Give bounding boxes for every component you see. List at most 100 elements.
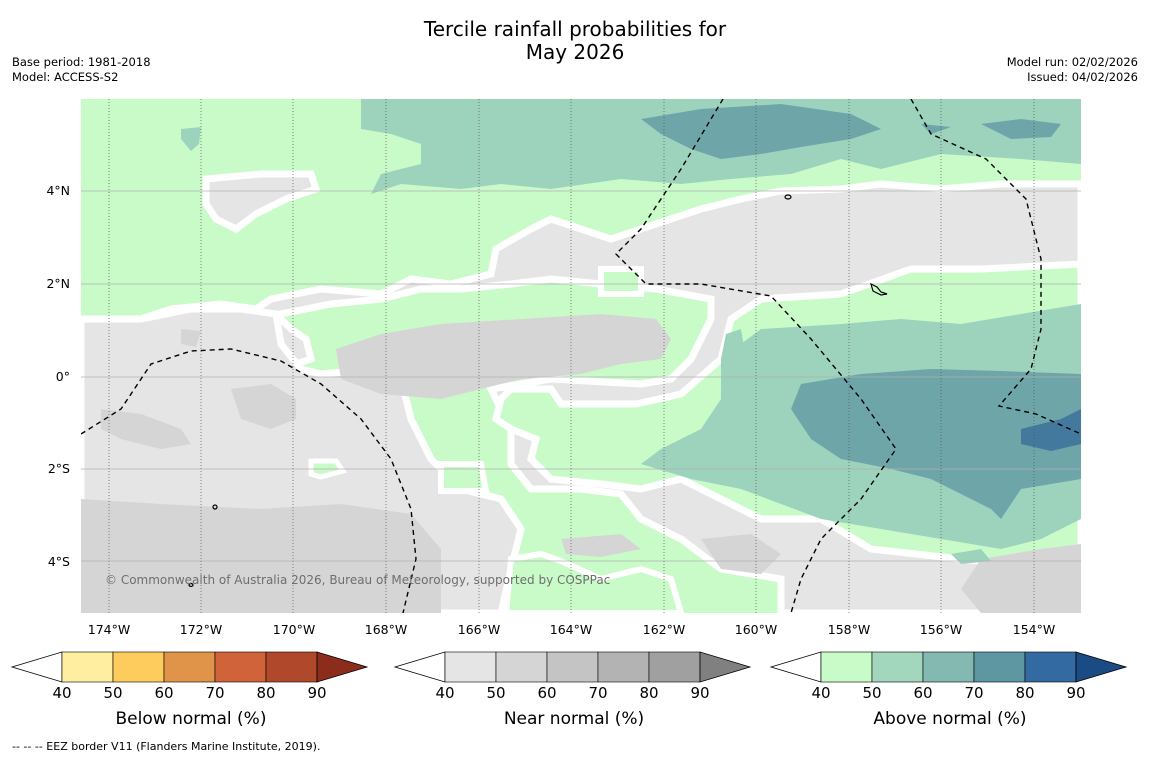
colorbar-below-title: Below normal (%) [115, 709, 267, 729]
colorbar-above-tick-80: 80 [1015, 684, 1035, 702]
above-normal-60-north [641, 104, 881, 159]
above-normal-60-east [791, 369, 1081, 519]
colorbar-above-over [1075, 651, 1128, 683]
island-4 [188, 582, 194, 588]
colorbar-above-segment-40 [820, 651, 873, 683]
colorbar-above-segment-60 [922, 651, 975, 683]
lat-label-4n: 4°N [46, 183, 70, 198]
lon-label-170w: 170°W [272, 622, 316, 637]
eez-borders [81, 99, 1081, 613]
copyright-notice: © Commonwealth of Australia 2026, Bureau… [105, 573, 611, 587]
above-normal-sw-patch [502, 550, 685, 613]
colorbar-above-normal [769, 651, 1128, 683]
colorbar-below-tick-90: 90 [307, 684, 327, 702]
colorbar-near-normal [393, 651, 752, 683]
lon-label-162w: 162°W [642, 622, 686, 637]
eez-border-east [910, 99, 1081, 435]
colorbar-below-segment-40 [61, 651, 114, 683]
lat-label-2s: 2°S [47, 461, 70, 476]
colorbar-near-segment-50 [495, 651, 548, 683]
colorbar-near-under [393, 651, 446, 683]
model-run: Model run: 02/02/2026 [1006, 55, 1138, 69]
near-normal-50-blob-6 [561, 534, 641, 557]
colorbar-above-under [769, 651, 822, 683]
colorbar-below-tick-40: 40 [52, 684, 72, 702]
lon-label-168w: 168°W [364, 622, 408, 637]
colorbar-above-tick-40: 40 [811, 684, 831, 702]
title-line-1: Tercile rainfall probabilities for [423, 17, 727, 41]
above-normal-patch-2n [598, 266, 644, 297]
colorbar-near-tick-80: 80 [639, 684, 659, 702]
above-normal-60-ne [981, 119, 1061, 139]
island-3 [212, 504, 218, 510]
near-normal-50-blob-3 [101, 409, 191, 449]
lat-label-2n: 2°N [46, 276, 70, 291]
colorbar-near-tick-40: 40 [435, 684, 455, 702]
near-normal-50-blob-4 [181, 329, 201, 347]
colorbar-below-tick-80: 80 [256, 684, 276, 702]
lon-label-172w: 172°W [179, 622, 223, 637]
island-1 [784, 194, 792, 200]
colorbar-below-segment-60 [163, 651, 216, 683]
lon-label-166w: 166°W [457, 622, 501, 637]
colorbar-below-tick-60: 60 [154, 684, 174, 702]
colorbar-above-tick-50: 50 [862, 684, 882, 702]
colorbar-below-segment-80 [265, 651, 318, 683]
colorbar-below-tick-50: 50 [103, 684, 123, 702]
lon-label-160w: 160°W [734, 622, 778, 637]
colorbar-below-normal [10, 651, 369, 683]
near-normal-50-blob-1 [336, 314, 671, 399]
map-title: Tercile rainfall probabilities for May 2… [0, 18, 1150, 64]
colorbar-above-tick-90: 90 [1066, 684, 1086, 702]
near-normal-50-blob-2 [231, 384, 296, 429]
colorbar-near-tick-50: 50 [486, 684, 506, 702]
above-normal-small-south [438, 461, 490, 494]
colorbar-below-tick-70: 70 [205, 684, 225, 702]
colorbar-above-tick-60: 60 [913, 684, 933, 702]
above-normal-60-ne2 [921, 124, 951, 134]
colorbar-near-segment-60 [546, 651, 599, 683]
colorbar-near-tick-70: 70 [588, 684, 608, 702]
above-normal-50-blob-b [951, 549, 991, 564]
colorbar-above-segment-80 [1024, 651, 1077, 683]
colorbar-near-tick-90: 90 [690, 684, 710, 702]
run-info: Model run: 02/02/2026 Issued: 04/02/2026 [1007, 55, 1138, 85]
colorbar-below-under [10, 651, 63, 683]
islands [188, 194, 888, 588]
colorbar-above-segment-50 [871, 651, 924, 683]
base-period: Base period: 1981-2018 [12, 55, 151, 69]
near-normal-north-block [202, 170, 321, 234]
probability-map [81, 99, 1081, 613]
lon-label-154w: 154°W [1012, 622, 1056, 637]
colorbar-near-segment-70 [597, 651, 650, 683]
lon-label-164w: 164°W [549, 622, 593, 637]
near-normal-50-blob-5 [81, 499, 441, 613]
latitude-gridlines [81, 190, 1081, 562]
lat-label-0: 0° [55, 369, 70, 384]
colorbar-above-segment-70 [973, 651, 1026, 683]
colorbar-below-segment-50 [112, 651, 165, 683]
above-normal-70-east [1021, 409, 1081, 451]
issued-date: Issued: 04/02/2026 [1027, 70, 1138, 84]
lon-label-174w: 174°W [87, 622, 131, 637]
lon-label-156w: 156°W [919, 622, 963, 637]
colorbar-above-title: Above normal (%) [873, 709, 1027, 729]
model-name: Model: ACCESS-S2 [12, 70, 119, 84]
colorbar-near-segment-40 [444, 651, 497, 683]
colorbar-above-tick-70: 70 [964, 684, 984, 702]
eez-footnote: -- -- -- EEZ border V11 (Flanders Marine… [12, 740, 321, 753]
colorbar-near-over [699, 651, 752, 683]
island-2 [870, 282, 888, 296]
lon-label-158w: 158°W [827, 622, 871, 637]
colorbar-below-segment-70 [214, 651, 267, 683]
colorbar-near-segment-80 [648, 651, 701, 683]
lat-label-4s: 4°S [47, 554, 70, 569]
colorbar-below-over [316, 651, 369, 683]
above-normal-50-patch-west [181, 127, 201, 151]
eez-border-west [81, 348, 417, 613]
model-info: Base period: 1981-2018 Model: ACCESS-S2 [12, 55, 151, 85]
above-normal-50-blob-a [721, 329, 746, 369]
near-normal-50-blob-7 [701, 534, 781, 574]
title-line-2: May 2026 [525, 40, 625, 64]
colorbar-near-title: Near normal (%) [503, 709, 645, 729]
